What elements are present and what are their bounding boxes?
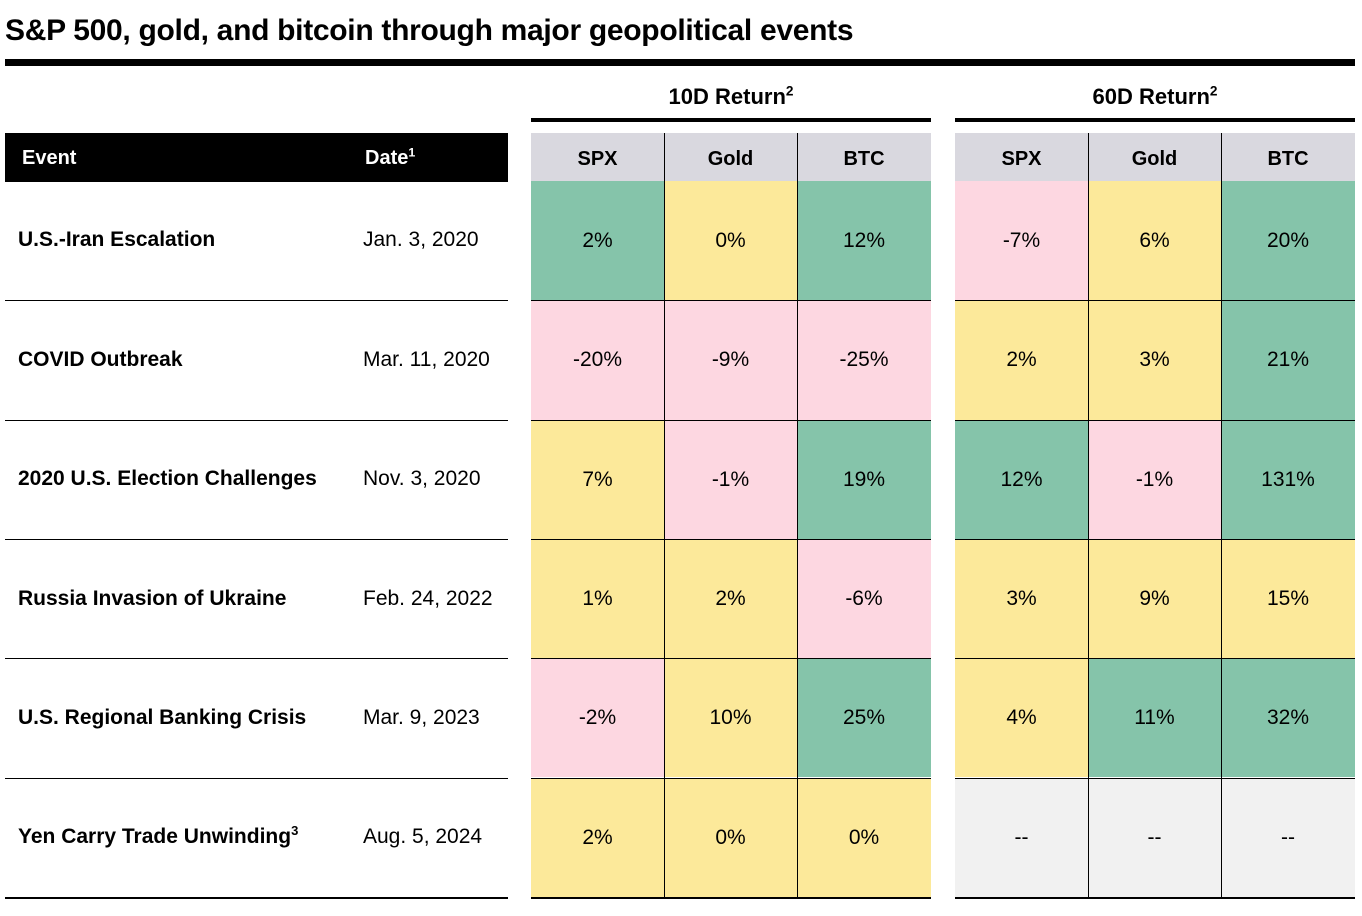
group-header-10d-label: 10D Return xyxy=(668,84,786,109)
table-row: Russia Invasion of Ukraine Feb. 24, 2022 xyxy=(5,538,508,658)
event-footnote: 3 xyxy=(291,823,299,839)
date-column-header: Date1 xyxy=(365,145,416,170)
return-cell: -20% xyxy=(531,300,664,420)
date-column-footnote: 1 xyxy=(408,145,416,160)
return-cell: 1% xyxy=(531,538,664,659)
return-cell: 21% xyxy=(1221,300,1355,420)
return-cell: -1% xyxy=(664,419,797,539)
event-date: Mar. 11, 2020 xyxy=(363,347,490,371)
event-name: U.S.-Iran Escalation xyxy=(18,228,215,252)
event-name: Russia Invasion of Ukraine xyxy=(18,587,286,611)
event-date: Feb. 24, 2022 xyxy=(363,586,493,610)
column-header-60d-gold: Gold xyxy=(1088,133,1221,182)
return-cell: 15% xyxy=(1221,538,1355,659)
event-name-text: Yen Carry Trade Unwinding xyxy=(18,825,292,849)
event-column-header: Event xyxy=(22,147,77,169)
return-cell: 10% xyxy=(664,658,797,778)
column-header-60d-btc: BTC xyxy=(1221,133,1355,182)
event-date-header: Event Date1 xyxy=(5,133,508,182)
title-rule xyxy=(5,59,1355,66)
bottom-rule xyxy=(531,897,931,899)
event-date: Mar. 9, 2023 xyxy=(363,705,480,729)
return-cell: 7% xyxy=(531,419,664,539)
table-row: U.S. Regional Banking Crisis Mar. 9, 2023 xyxy=(5,658,508,777)
group-header-10d-footnote: 2 xyxy=(785,83,794,99)
event-name-text: 2020 U.S. Election Challenges xyxy=(18,467,317,491)
return-cell: -6% xyxy=(797,538,931,659)
event-name-text: U.S.-Iran Escalation xyxy=(18,227,216,251)
return-cell: 6% xyxy=(1088,181,1221,301)
event-date: Nov. 3, 2020 xyxy=(363,467,481,491)
return-cell: 131% xyxy=(1221,419,1355,539)
group-header-10d: 10D Return2 xyxy=(531,84,931,118)
return-cell: 2% xyxy=(955,300,1088,420)
return-cell: 3% xyxy=(1088,300,1221,420)
return-cell: 12% xyxy=(797,181,931,301)
return-cell: -9% xyxy=(664,300,797,420)
column-header-60d-spx: SPX xyxy=(955,133,1088,182)
bottom-rule xyxy=(5,897,508,899)
return-cell: 25% xyxy=(797,658,931,778)
return-cell: 2% xyxy=(531,777,664,897)
group-header-60d-footnote: 2 xyxy=(1209,83,1218,99)
return-cell: 0% xyxy=(664,181,797,301)
column-separator xyxy=(1088,133,1089,897)
group-rule-10d xyxy=(531,118,931,122)
return-cell: 4% xyxy=(955,658,1088,778)
group-header-60d-label: 60D Return xyxy=(1092,84,1210,109)
table-row: COVID Outbreak Mar. 11, 2020 xyxy=(5,300,508,419)
return-cell: 0% xyxy=(664,777,797,897)
return-cell: 0% xyxy=(797,777,931,897)
group-rule-60d xyxy=(955,118,1355,122)
return-cell: -25% xyxy=(797,300,931,420)
return-cell: 2% xyxy=(531,181,664,301)
return-cell: 2% xyxy=(664,538,797,659)
return-cell: -1% xyxy=(1088,419,1221,539)
column-separator xyxy=(664,133,665,897)
return-cell: 32% xyxy=(1221,658,1355,778)
event-name-text: U.S. Regional Banking Crisis xyxy=(18,705,307,729)
event-name-text: Russia Invasion of Ukraine xyxy=(18,586,287,610)
table-row: Yen Carry Trade Unwinding3 Aug. 5, 2024 xyxy=(5,777,508,897)
event-date: Aug. 5, 2024 xyxy=(363,825,483,849)
bottom-rule xyxy=(955,897,1355,899)
return-cell: 20% xyxy=(1221,181,1355,301)
event-name-text: COVID Outbreak xyxy=(18,347,183,371)
column-header-10d-spx: SPX xyxy=(531,133,664,182)
event-name: 2020 U.S. Election Challenges xyxy=(18,467,317,491)
return-cell: 9% xyxy=(1088,538,1221,659)
return-cell: -- xyxy=(1221,777,1355,897)
event-date: Jan. 3, 2020 xyxy=(363,227,479,251)
date-column-header-label: Date xyxy=(365,147,409,169)
event-name: U.S. Regional Banking Crisis xyxy=(18,706,306,730)
column-header-10d-gold: Gold xyxy=(664,133,797,182)
table-row: U.S.-Iran Escalation Jan. 3, 2020 xyxy=(5,181,508,300)
return-cell: 11% xyxy=(1088,658,1221,778)
return-cell: -7% xyxy=(955,181,1088,301)
event-name: Yen Carry Trade Unwinding3 xyxy=(18,823,299,849)
return-cell: 12% xyxy=(955,419,1088,539)
column-separator xyxy=(1221,133,1222,897)
return-cell: -- xyxy=(955,777,1088,897)
group-header-60d: 60D Return2 xyxy=(955,84,1355,118)
return-cell: 3% xyxy=(955,538,1088,659)
table-row: 2020 U.S. Election Challenges Nov. 3, 202… xyxy=(5,419,508,539)
return-cell: -2% xyxy=(531,658,664,778)
return-cell: 19% xyxy=(797,419,931,539)
column-separator xyxy=(797,133,798,897)
event-name: COVID Outbreak xyxy=(18,348,183,372)
return-cell: -- xyxy=(1088,777,1221,897)
column-header-10d-btc: BTC xyxy=(797,133,931,182)
chart-title: S&P 500, gold, and bitcoin through major… xyxy=(5,14,854,47)
